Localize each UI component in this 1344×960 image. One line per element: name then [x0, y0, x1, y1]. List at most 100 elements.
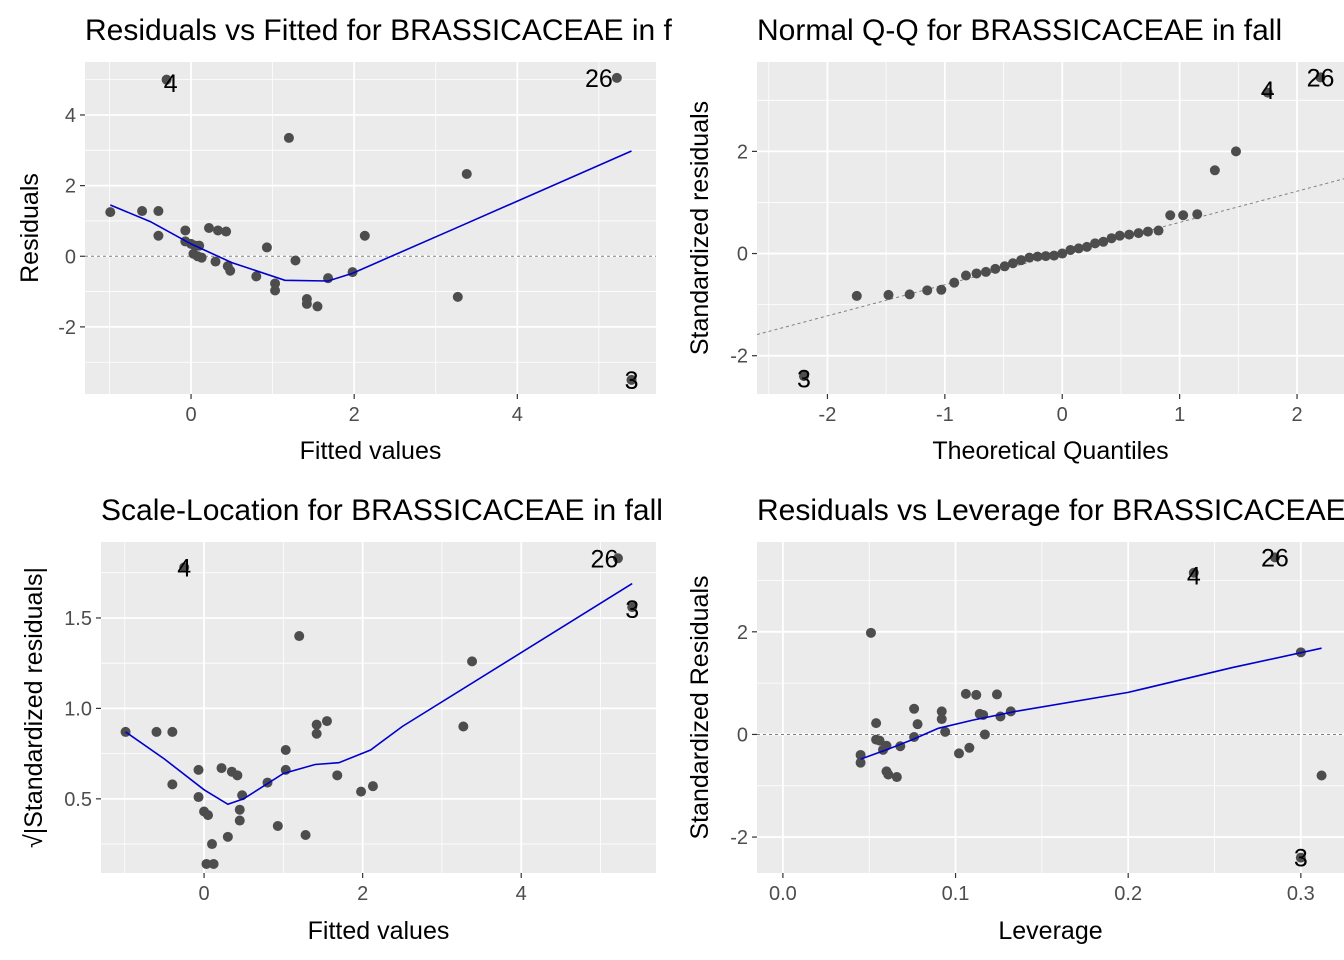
data-point	[225, 265, 236, 276]
x-tick-label: 0.2	[1114, 883, 1142, 905]
data-point	[203, 810, 214, 821]
data-point	[167, 779, 178, 790]
x-axis-title: Leverage	[998, 917, 1102, 945]
data-point	[1188, 567, 1199, 578]
chart-title: Normal Q-Q for BRASSICACEAE in fall	[757, 14, 1282, 47]
x-tick-label: 0.0	[769, 883, 797, 905]
data-point	[180, 225, 191, 236]
data-point	[332, 770, 343, 781]
data-point	[1178, 210, 1189, 221]
data-point	[221, 226, 232, 237]
y-axis-title: Residuals	[16, 173, 44, 283]
data-point	[193, 764, 204, 775]
point-label: 4	[164, 70, 178, 98]
data-point	[1165, 210, 1176, 221]
x-tick-label: 0	[1057, 404, 1068, 426]
point-label: 3	[1294, 845, 1308, 873]
data-point	[626, 374, 637, 385]
data-point	[1005, 706, 1016, 717]
x-tick-label: 2	[1291, 404, 1302, 426]
data-point	[321, 716, 332, 727]
data-point	[1007, 258, 1018, 269]
data-point	[179, 562, 190, 573]
data-point	[999, 261, 1010, 272]
panel-normal-qq: -2 -1 0 1 2 -2 0 2 3 4 26 Normal Q-Q for BRASSICACE…	[686, 14, 1344, 465]
data-point	[270, 285, 281, 296]
data-point	[120, 726, 131, 737]
qq-reference-line	[757, 178, 1344, 336]
data-point	[936, 714, 947, 725]
data-point	[1262, 87, 1273, 98]
x-tick-label: 0	[185, 404, 196, 426]
data-point	[234, 804, 245, 815]
data-point	[980, 266, 991, 277]
x-tick-label: 2	[349, 404, 360, 426]
data-point	[1133, 228, 1144, 239]
data-point	[300, 830, 311, 841]
x-tick-label: 0.3	[1287, 883, 1315, 905]
panel-scale-location: 0 2 4 0.5 1.0 1.5 4 263 Scale-Location for BRASS…	[20, 494, 663, 945]
data-point	[1098, 236, 1109, 247]
chart-title: Scale-Location for BRASSICACEAE in fall	[101, 494, 663, 527]
data-point	[874, 735, 885, 746]
chart-title: Residuals vs Fitted for BRASSICACEAE in …	[85, 14, 702, 47]
data-point	[940, 726, 951, 737]
data-point	[865, 627, 876, 638]
data-point	[201, 858, 212, 869]
data-point	[151, 726, 162, 737]
data-point	[280, 745, 291, 756]
y-tick-label: 1.5	[64, 608, 92, 630]
plot-area: 3 4 26	[757, 64, 1344, 394]
data-point	[990, 263, 1001, 274]
grid-lines	[757, 62, 1344, 394]
point-label: 3	[797, 366, 811, 394]
y-tick-label: -2	[58, 317, 76, 339]
data-point	[153, 206, 164, 217]
smooth-line	[109, 150, 632, 282]
y-tick-label: -2	[730, 346, 748, 368]
data-point	[105, 207, 116, 218]
data-point	[311, 728, 322, 739]
x-tick-label: 0.1	[942, 883, 970, 905]
data-point	[208, 858, 219, 869]
data-point	[311, 719, 322, 730]
panel-residuals-vs-leverage: 0.0 0.1 0.2 0.3 -2 0 2 4 26 3 Residuals vs Leverag…	[686, 494, 1344, 945]
data-point	[991, 689, 1002, 700]
point-label: 26	[1261, 544, 1289, 572]
data-point	[922, 285, 933, 296]
data-point	[210, 256, 221, 267]
data-point	[301, 298, 312, 309]
data-point	[1081, 241, 1092, 252]
data-point	[272, 820, 283, 831]
y-axis-title: √|Standardized residuals|	[20, 567, 48, 848]
panel-background	[757, 542, 1344, 873]
data-point	[270, 278, 281, 289]
plot-area: 4 263	[120, 545, 639, 869]
data-point	[461, 168, 472, 179]
data-point	[1106, 233, 1117, 244]
panel-background	[757, 62, 1344, 394]
data-point	[312, 301, 323, 312]
data-point	[167, 726, 178, 737]
data-point	[851, 290, 862, 301]
data-point	[1090, 238, 1101, 249]
data-point	[222, 831, 233, 842]
data-point	[1057, 248, 1068, 259]
data-point	[452, 291, 463, 302]
data-point	[979, 729, 990, 740]
data-point	[283, 132, 294, 143]
data-point	[203, 223, 214, 233]
data-point	[207, 839, 217, 850]
data-point	[627, 602, 638, 613]
data-point	[193, 792, 204, 803]
x-tick-label: 4	[516, 883, 527, 905]
data-point	[356, 786, 367, 797]
y-tick-label: 0	[737, 244, 748, 266]
point-label: 26	[591, 545, 619, 573]
point-label: 4	[1187, 562, 1201, 590]
data-point	[971, 268, 982, 279]
smooth-line	[125, 582, 633, 806]
data-point	[611, 72, 622, 83]
data-point	[467, 656, 478, 667]
point-label: 4	[1261, 77, 1275, 105]
